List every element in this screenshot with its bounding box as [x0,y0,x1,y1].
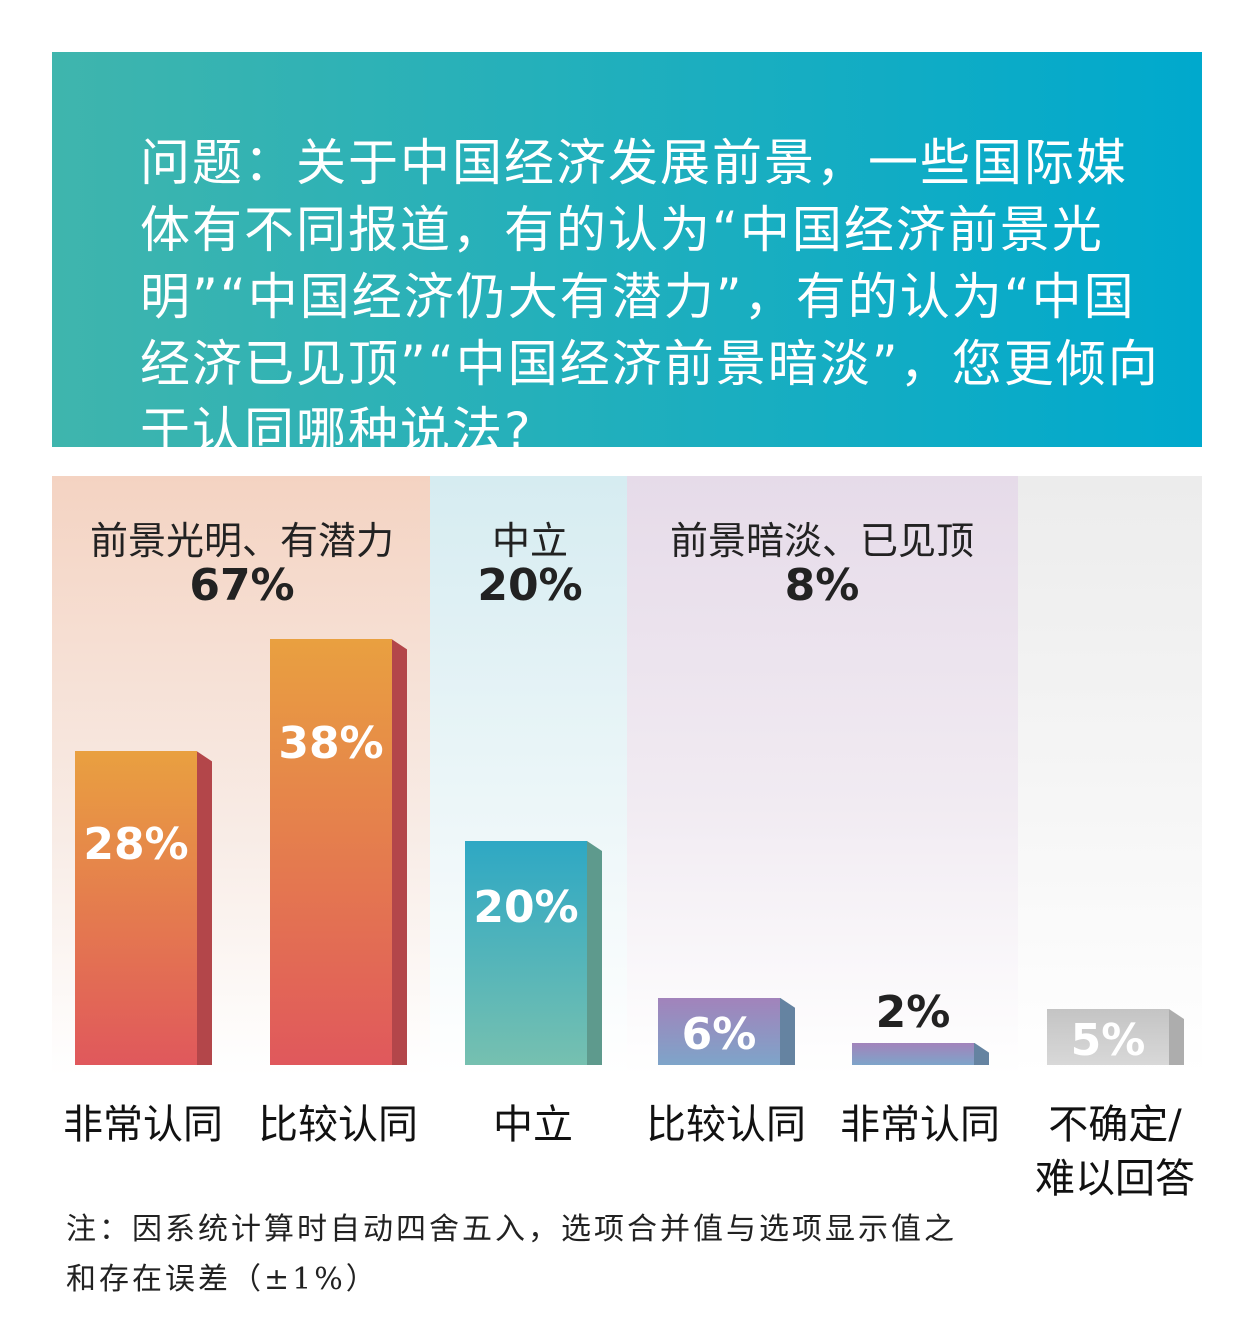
bar-side [780,997,795,1065]
group-label: 前景光明、有潜力 [89,519,394,563]
bar [1047,1009,1169,1065]
bar-side [1169,1009,1184,1065]
bar-side [197,751,212,1065]
group-panel [1018,476,1202,1076]
category-label: 非常认同 [63,1102,223,1148]
bar-side [392,639,407,1065]
group-value: 20% [477,560,583,611]
category-label: 比较认同 [258,1102,418,1148]
value-label: 6% [681,1009,757,1061]
category-label: 非常认同 [840,1102,1000,1148]
bar-side [587,841,602,1065]
value-label: 28% [83,819,189,871]
value-label: 2% [875,986,951,1038]
group-label: 前景暗淡、已见顶 [669,519,974,563]
bar [465,841,587,1065]
note: 注：因系统计算时自动四舍五入，选项合并值与选项显示值之和存在误差（±1%） [66,1212,957,1297]
category-label: 比较认同 [646,1102,806,1148]
group-value: 8% [784,560,860,611]
category-label: 中立 [493,1102,573,1148]
group-label: 中立 [491,519,568,563]
group-value: 67% [189,560,295,611]
value-label: 38% [278,718,384,770]
bar [270,639,392,1065]
category-label: 不确定/难以回答 [1035,1102,1195,1202]
bar [75,751,197,1065]
bar [852,1042,974,1065]
value-label: 5% [1070,1015,1146,1066]
bar [658,997,780,1065]
group-panel [627,476,1018,1076]
question: 问题：关于中国经济发展前景，一些国际媒体有不同报道，有的认为“中国经济前景光明”… [52,52,1202,460]
value-label: 20% [473,882,579,934]
